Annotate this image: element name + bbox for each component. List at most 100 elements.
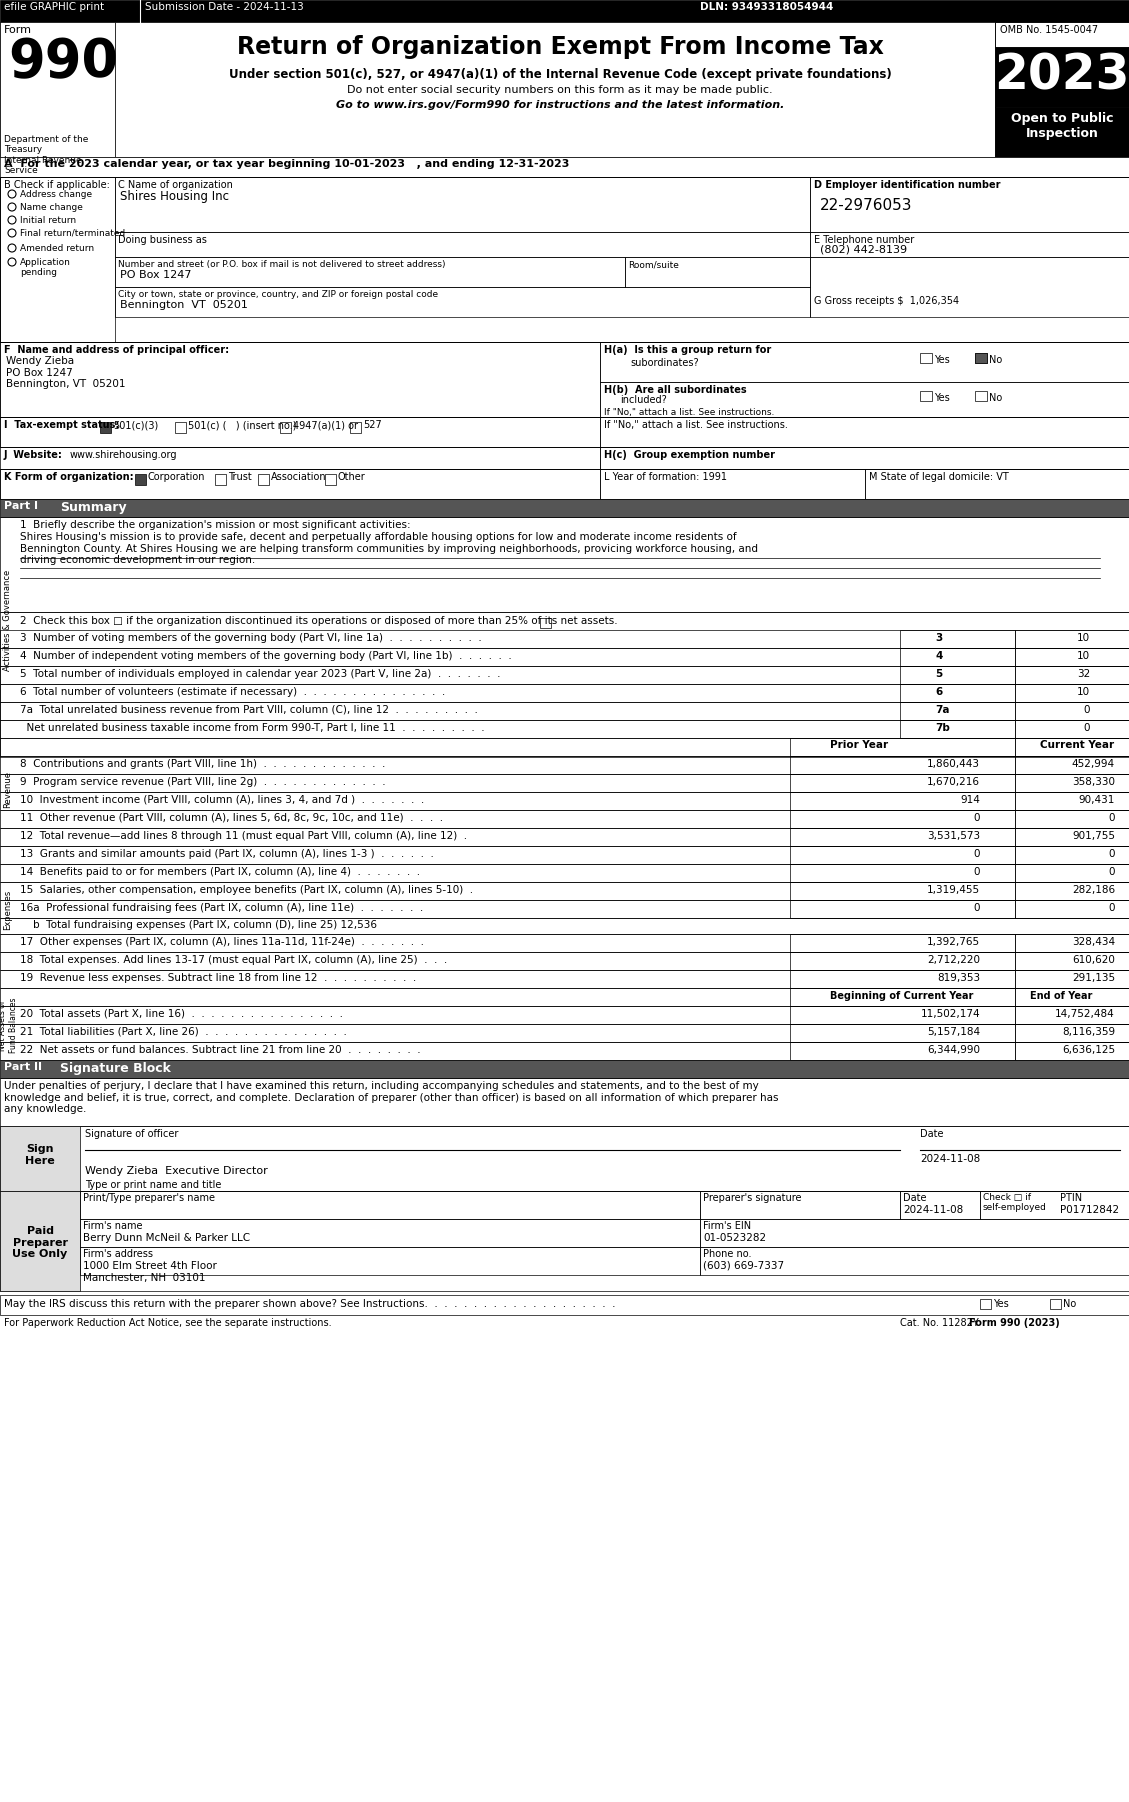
Text: Yes: Yes: [934, 393, 949, 404]
Bar: [995, 47, 1129, 106]
Bar: [1015, 721, 1129, 739]
Text: Part II: Part II: [5, 1061, 42, 1072]
Bar: [0, 757, 1129, 775]
Text: 0: 0: [973, 903, 980, 914]
Text: F  Name and address of principal officer:: F Name and address of principal officer:: [5, 344, 229, 355]
Text: 10: 10: [1077, 687, 1089, 697]
Bar: [900, 703, 1015, 721]
Text: 32: 32: [1077, 669, 1089, 679]
Text: 2023: 2023: [995, 52, 1129, 99]
Text: 0: 0: [1084, 723, 1089, 733]
Text: 11  Other revenue (Part VIII, column (A), lines 5, 6d, 8c, 9c, 10c, and 11e)  . : 11 Other revenue (Part VIII, column (A),…: [20, 813, 443, 824]
Bar: [900, 667, 1015, 685]
Bar: [0, 969, 1129, 987]
Text: I  Tax-exempt status:: I Tax-exempt status:: [5, 420, 120, 431]
Text: 7b: 7b: [935, 723, 949, 733]
Bar: [1015, 1024, 1129, 1042]
Text: 7a: 7a: [935, 705, 949, 715]
Bar: [0, 685, 1129, 703]
Text: Form 990 (2023): Form 990 (2023): [970, 1317, 1060, 1328]
Text: 3,531,573: 3,531,573: [927, 831, 980, 842]
Bar: [980, 1191, 1129, 1218]
Bar: [1015, 757, 1129, 775]
Bar: [790, 951, 1015, 969]
Bar: [790, 827, 1015, 845]
Text: 7a  Total unrelated business revenue from Part VIII, column (C), line 12  .  .  : 7a Total unrelated business revenue from…: [20, 705, 478, 715]
Bar: [790, 811, 1015, 827]
Text: 11,502,174: 11,502,174: [920, 1009, 980, 1018]
Text: H(c)  Group exemption number: H(c) Group exemption number: [604, 450, 774, 460]
Bar: [0, 1078, 1129, 1126]
Text: Under section 501(c), 527, or 4947(a)(1) of the Internal Revenue Code (except pr: Under section 501(c), 527, or 4947(a)(1)…: [229, 68, 892, 81]
Bar: [1015, 845, 1129, 863]
Bar: [1015, 881, 1129, 899]
Text: Under penalties of perjury, I declare that I have examined this return, includin: Under penalties of perjury, I declare th…: [5, 1081, 779, 1114]
Bar: [1015, 685, 1129, 703]
Bar: [0, 649, 1129, 667]
Bar: [790, 1024, 1015, 1042]
Bar: [350, 422, 361, 432]
Text: 819,353: 819,353: [937, 973, 980, 984]
Bar: [920, 353, 933, 362]
Text: 1  Briefly describe the organization's mission or most significant activities:: 1 Briefly describe the organization's mi…: [20, 521, 411, 530]
Text: Net Assets or
Fund Balances: Net Assets or Fund Balances: [0, 997, 18, 1052]
Text: 358,330: 358,330: [1073, 777, 1115, 787]
Bar: [809, 177, 1129, 232]
Text: 22  Net assets or fund balances. Subtract line 21 from line 20  .  .  .  .  .  .: 22 Net assets or fund balances. Subtract…: [20, 1045, 421, 1054]
Bar: [1015, 631, 1129, 649]
Bar: [790, 1042, 1015, 1060]
Text: Expenses: Expenses: [3, 890, 12, 930]
Text: G Gross receipts $  1,026,354: G Gross receipts $ 1,026,354: [814, 296, 960, 306]
Bar: [215, 474, 226, 485]
Text: Prior Year: Prior Year: [830, 741, 889, 750]
Bar: [0, 1296, 1129, 1315]
Text: 2,712,220: 2,712,220: [927, 955, 980, 966]
Text: 6: 6: [935, 687, 943, 697]
Bar: [1015, 775, 1129, 793]
Bar: [0, 1024, 1129, 1042]
Bar: [325, 474, 336, 485]
Text: 0: 0: [1109, 813, 1115, 824]
Text: 9  Program service revenue (Part VIII, line 2g)  .  .  .  .  .  .  .  .  .  .  .: 9 Program service revenue (Part VIII, li…: [20, 777, 386, 787]
Bar: [1015, 969, 1129, 987]
Text: Firm's address: Firm's address: [84, 1249, 154, 1260]
Text: Date: Date: [903, 1193, 927, 1204]
Bar: [809, 232, 1129, 258]
Text: H(a)  Is this a group return for: H(a) Is this a group return for: [604, 344, 771, 355]
Text: Number and street (or P.O. box if mail is not delivered to street address): Number and street (or P.O. box if mail i…: [119, 259, 446, 268]
Text: 914: 914: [960, 795, 980, 805]
Bar: [0, 447, 599, 469]
Bar: [115, 258, 625, 287]
Text: Other: Other: [338, 472, 366, 481]
Text: Phone no.: Phone no.: [703, 1249, 752, 1260]
Text: 8,116,359: 8,116,359: [1062, 1027, 1115, 1036]
Bar: [0, 613, 1129, 757]
Text: If "No," attach a list. See instructions.: If "No," attach a list. See instructions…: [604, 407, 774, 416]
Bar: [975, 391, 987, 402]
Text: 16a  Professional fundraising fees (Part IX, column (A), line 11e)  .  .  .  .  : 16a Professional fundraising fees (Part …: [20, 903, 423, 914]
Bar: [900, 631, 1015, 649]
Bar: [995, 22, 1129, 157]
Text: 2  Check this box □ if the organization discontinued its operations or disposed : 2 Check this box □ if the organization d…: [20, 616, 618, 625]
Bar: [0, 177, 1129, 342]
Bar: [900, 649, 1015, 667]
Text: Wendy Zieba  Executive Director: Wendy Zieba Executive Director: [85, 1166, 268, 1177]
Bar: [599, 469, 865, 499]
Text: Part I: Part I: [5, 501, 38, 512]
Text: Return of Organization Exempt From Income Tax: Return of Organization Exempt From Incom…: [237, 34, 883, 59]
Text: 1,860,443: 1,860,443: [927, 759, 980, 769]
Text: (603) 669-7337: (603) 669-7337: [703, 1261, 785, 1270]
Bar: [0, 899, 1129, 917]
Text: 6,636,125: 6,636,125: [1062, 1045, 1115, 1054]
Text: Revenue: Revenue: [3, 771, 12, 809]
Text: 610,620: 610,620: [1073, 955, 1115, 966]
Bar: [0, 775, 1129, 793]
Bar: [0, 667, 1129, 685]
Text: 19  Revenue less expenses. Subtract line 18 from line 12  .  .  .  .  .  .  .  .: 19 Revenue less expenses. Subtract line …: [20, 973, 417, 984]
Text: subordinates?: subordinates?: [630, 359, 699, 368]
Bar: [1015, 1006, 1129, 1024]
Bar: [1015, 863, 1129, 881]
Text: efile GRAPHIC print: efile GRAPHIC print: [5, 2, 104, 13]
Bar: [790, 775, 1015, 793]
Bar: [0, 1126, 1129, 1191]
